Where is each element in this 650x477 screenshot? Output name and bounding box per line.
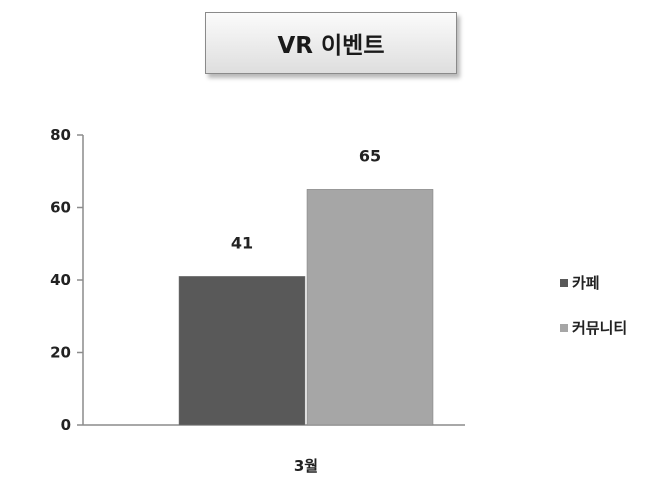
legend-label-2: 커뮤니티 xyxy=(572,319,627,337)
y-tick-label: 0 xyxy=(61,416,71,434)
chart-data-labels: 41 65 xyxy=(231,146,381,252)
bar-1 xyxy=(178,276,306,426)
data-label-1: 41 xyxy=(231,233,253,252)
legend-swatch-1 xyxy=(560,279,568,287)
x-tick-label: 3월 xyxy=(294,457,318,475)
bar-2 xyxy=(306,189,434,426)
chart-bars xyxy=(178,189,434,426)
legend-label-1: 카페 xyxy=(572,274,600,292)
y-tick-label: 80 xyxy=(50,126,71,144)
y-tick-label: 60 xyxy=(50,199,71,217)
legend-swatch-2 xyxy=(560,324,568,332)
data-label-2: 65 xyxy=(359,146,381,165)
chart-title: VR 이벤트 xyxy=(205,12,457,74)
y-tick-label: 40 xyxy=(50,271,71,289)
chart-axes: 0 20 40 60 80 3월 xyxy=(50,126,465,475)
y-tick-label: 20 xyxy=(50,344,71,362)
